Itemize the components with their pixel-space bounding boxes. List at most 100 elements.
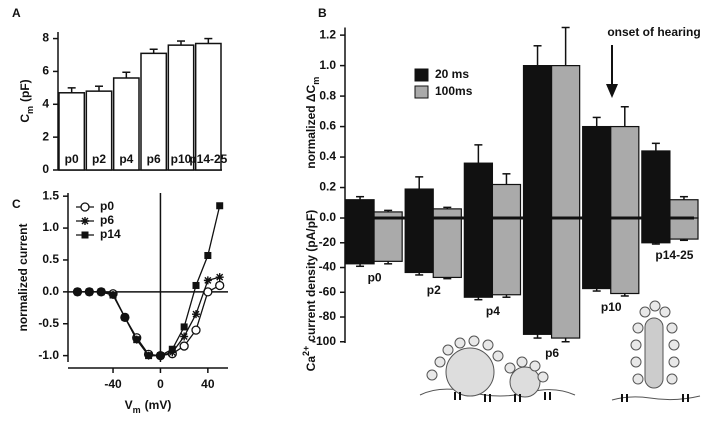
y-tick-label: 0.4 [319, 149, 336, 163]
bar [641, 150, 671, 219]
y-tick-label: 0 [42, 162, 49, 176]
point [216, 202, 224, 210]
point [203, 276, 212, 285]
legend-marker [81, 217, 89, 225]
current-bar [345, 217, 375, 265]
y-tick-label: 1.0 [319, 58, 336, 72]
bar [491, 183, 522, 219]
x-tick-label: -40 [104, 377, 122, 391]
y-tick-label: 0.5 [42, 252, 59, 266]
legend-label: p0 [100, 199, 114, 213]
y2-tick-label: -100 [312, 334, 336, 348]
point [156, 352, 164, 360]
category-label: p0 [368, 270, 382, 284]
bar [58, 92, 86, 171]
current-bar [582, 217, 612, 290]
point [73, 288, 81, 296]
category-label: p2 [92, 152, 106, 166]
bar [345, 199, 375, 219]
category-label: p10 [601, 300, 622, 314]
category-label: p14-25 [655, 248, 693, 262]
cell-cartoon-mature [611, 300, 701, 402]
bar [463, 162, 494, 219]
y-axis-label: normalized current [16, 223, 30, 331]
x-axis-label-part: V [125, 398, 133, 412]
x-axis-label-part: m [133, 405, 141, 415]
y-axis-label: normalized ΔCm [304, 77, 321, 169]
bar [522, 65, 553, 219]
legend-swatch [414, 85, 429, 99]
x-tick-label: 0 [157, 377, 164, 391]
legend-swatch [414, 68, 429, 82]
category-label: p6 [545, 346, 559, 360]
y-axis-label-part: normalized ΔC [304, 84, 318, 168]
current-bar [669, 217, 699, 240]
x-tick-label: 40 [201, 377, 215, 391]
y2-tick-label: -40 [319, 260, 337, 274]
bar [550, 65, 581, 219]
current-bar [491, 217, 522, 296]
panel-label: A [12, 6, 21, 20]
point [85, 288, 93, 296]
cell-cartoon-immature [419, 335, 576, 402]
current-bar [550, 217, 581, 339]
bar [140, 52, 168, 171]
y2-tick-label: -20 [319, 235, 337, 249]
legend-label: 20 ms [435, 67, 469, 81]
y2-axis-label-part: 2+ [301, 346, 311, 356]
y-tick-label: 0.8 [319, 88, 336, 102]
point [215, 280, 225, 291]
point [145, 352, 153, 360]
point [121, 313, 129, 321]
current-bar [373, 217, 403, 262]
point [180, 323, 188, 331]
y-tick-label: 2 [42, 129, 49, 143]
y-tick-label: 6 [42, 64, 49, 78]
point [180, 332, 189, 341]
y-tick-label: 1.0 [42, 220, 59, 234]
y-tick-label: 8 [42, 31, 49, 45]
y-tick-label: 0.6 [319, 119, 336, 133]
legend-label: p14 [100, 227, 121, 241]
bar [669, 199, 699, 219]
category-label: p4 [486, 304, 500, 318]
point [192, 310, 200, 319]
y-axis-label: Cm (pF) [18, 79, 35, 122]
y-tick-label: -0.5 [38, 316, 59, 330]
x-axis-label-part: (mV) [145, 398, 172, 412]
category-label: p6 [147, 152, 161, 166]
point [168, 345, 176, 353]
legend-label: 100ms [435, 84, 473, 98]
current-bar [404, 217, 434, 274]
annotation-arrowhead [606, 84, 618, 98]
panel-label: C [12, 197, 21, 211]
legend-marker [80, 202, 90, 212]
y-tick-label: 0.0 [319, 210, 336, 224]
category-label: p14-25 [189, 152, 227, 166]
point [97, 288, 105, 296]
category-label: p4 [119, 152, 133, 166]
point [179, 341, 189, 351]
bar [112, 77, 140, 171]
y-tick-label: 0.2 [319, 180, 336, 194]
current-bar [432, 217, 462, 279]
y-tick-label: -1.0 [38, 348, 59, 362]
category-label: p2 [427, 283, 441, 297]
y-axis-label-part: C [18, 114, 32, 123]
current-bar [463, 217, 494, 298]
current-bar [641, 217, 671, 244]
y-tick-label: 4 [42, 96, 49, 110]
bar [610, 125, 640, 219]
current-bar [522, 217, 553, 335]
bar [582, 125, 612, 219]
y2-tick-label: -60 [319, 284, 337, 298]
legend-label: p6 [100, 213, 114, 227]
y-axis-label-part: m [25, 106, 35, 114]
bar [194, 42, 222, 171]
legend-marker [81, 231, 89, 239]
bar [404, 188, 434, 219]
point [133, 336, 141, 344]
y-tick-label: 1.5 [42, 188, 59, 202]
y2-axis-label: Ca2+ current density (pA/pF) [301, 210, 318, 372]
